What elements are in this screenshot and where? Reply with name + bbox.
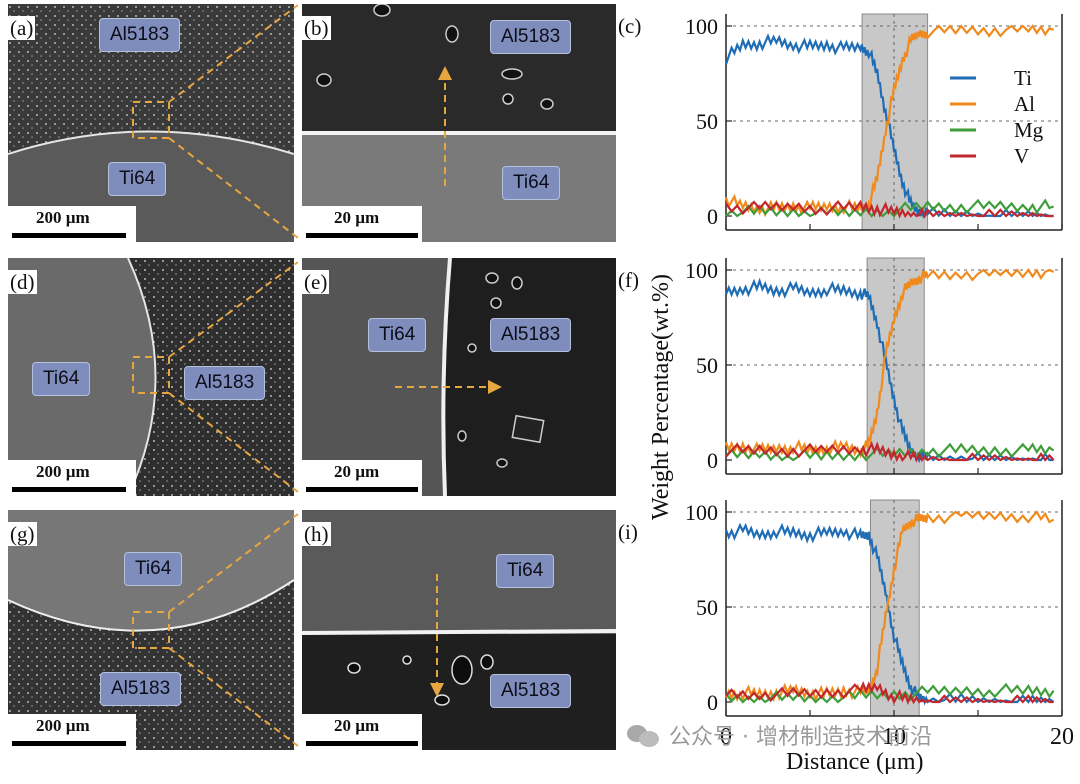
- sem-panel-e: (e) Ti64 Al5183 20 µm: [302, 258, 616, 496]
- series-line-ti: [724, 277, 1054, 464]
- material-tag: Al5183: [99, 18, 181, 52]
- y-tick-label: 50: [696, 353, 718, 378]
- series-line-al: [724, 510, 1055, 703]
- series-line-v: [725, 199, 1054, 219]
- material-tag: Ti64: [502, 166, 561, 200]
- material-tag: Ti64: [124, 552, 183, 586]
- series-line-ti: [724, 522, 1055, 706]
- legend-label: Mg: [1014, 118, 1044, 142]
- y-axis-label: Weight Percentage(wt.%): [648, 274, 674, 520]
- scale-bar: [12, 487, 126, 492]
- legend-label: Ti: [1014, 66, 1032, 90]
- series-line-mg: [725, 198, 1054, 218]
- material-tag: Al5183: [490, 20, 572, 54]
- scale-bar: [306, 741, 418, 746]
- sem-panel-d: (d) Ti64 Al5183 200 µm: [8, 258, 294, 496]
- y-tick-label: 100: [685, 500, 718, 525]
- scale-bar: [306, 233, 418, 238]
- material-tag: Al5183: [100, 672, 182, 706]
- series-line-ti: [724, 33, 1054, 219]
- material-tag: Ti64: [108, 162, 167, 196]
- y-tick-label: 50: [696, 109, 718, 134]
- material-tag: Al5183: [490, 674, 572, 708]
- scale-bar-label: 20 µm: [334, 208, 380, 227]
- series-line-mg: [725, 442, 1055, 462]
- legend-label: V: [1014, 144, 1029, 168]
- panel-label: (h): [302, 522, 331, 546]
- panel-label: (a): [8, 16, 36, 40]
- wechat-icon: [627, 723, 661, 747]
- sem-panel-a: (a) Al5183 Ti64 200 µm: [8, 4, 294, 242]
- material-tag: Ti64: [496, 554, 555, 588]
- sem-panel-b: (b) Al5183 Ti64 20 µm: [302, 4, 616, 242]
- scale-bar-box: 20 µm: [302, 714, 422, 750]
- scale-bar-box: 200 µm: [8, 714, 136, 750]
- sem-panel-g: (g) Ti64 Al5183 200 µm: [8, 510, 294, 750]
- y-tick-label: 50: [696, 595, 718, 620]
- series-line-v: [725, 440, 1055, 463]
- scale-bar: [12, 741, 126, 746]
- scale-bar: [306, 487, 418, 492]
- interface-band: [861, 13, 929, 231]
- watermark-text: 公众号 · 增材制造技术前沿: [669, 725, 932, 750]
- panel-label: (c): [616, 14, 644, 38]
- scale-bar-box: 200 µm: [8, 460, 136, 496]
- scale-bar: [12, 233, 126, 238]
- panel-label: (b): [302, 16, 331, 40]
- panel-label: (d): [8, 270, 37, 294]
- material-tag: Ti64: [32, 362, 91, 396]
- interface-band: [869, 499, 920, 717]
- material-tag: Al5183: [184, 366, 266, 400]
- y-tick-label: 100: [685, 258, 718, 283]
- panel-label: (f): [616, 268, 641, 292]
- panel-label: (g): [8, 522, 37, 546]
- sem-image-e: [302, 258, 616, 496]
- scale-bar-label: 20 µm: [334, 716, 380, 735]
- material-tag: Ti64: [368, 318, 427, 352]
- series-line-mg: [725, 682, 1055, 704]
- scale-bar-box: 20 µm: [302, 206, 422, 242]
- y-tick-label: 0: [707, 448, 718, 473]
- watermark: 公众号 · 增材制造技术前沿: [627, 719, 932, 751]
- scale-bar-label: 200 µm: [36, 208, 90, 227]
- legend-label: Al: [1014, 92, 1035, 116]
- x-tick-label: 20: [1050, 724, 1074, 750]
- scale-bar-label: 200 µm: [36, 716, 90, 735]
- material-tag: Al5183: [490, 318, 572, 352]
- panel-label: (e): [302, 270, 330, 294]
- scale-bar-box: 20 µm: [302, 460, 422, 496]
- interface-band: [866, 257, 925, 475]
- series-line-al: [724, 268, 1055, 459]
- series-line-al: [724, 24, 1054, 218]
- y-tick-label: 0: [707, 690, 718, 715]
- sem-panel-h: (h) Ti64 Al5183 20 µm: [302, 510, 616, 750]
- scale-bar-label: 20 µm: [334, 462, 380, 481]
- scale-bar-label: 200 µm: [36, 462, 90, 481]
- y-tick-label: 0: [707, 204, 718, 229]
- y-tick-label: 100: [685, 14, 718, 39]
- series-line-v: [725, 680, 1054, 705]
- x-axis-label: Distance (μm): [786, 749, 924, 775]
- panel-label: (i): [616, 520, 640, 544]
- scale-bar-box: 200 µm: [8, 206, 136, 242]
